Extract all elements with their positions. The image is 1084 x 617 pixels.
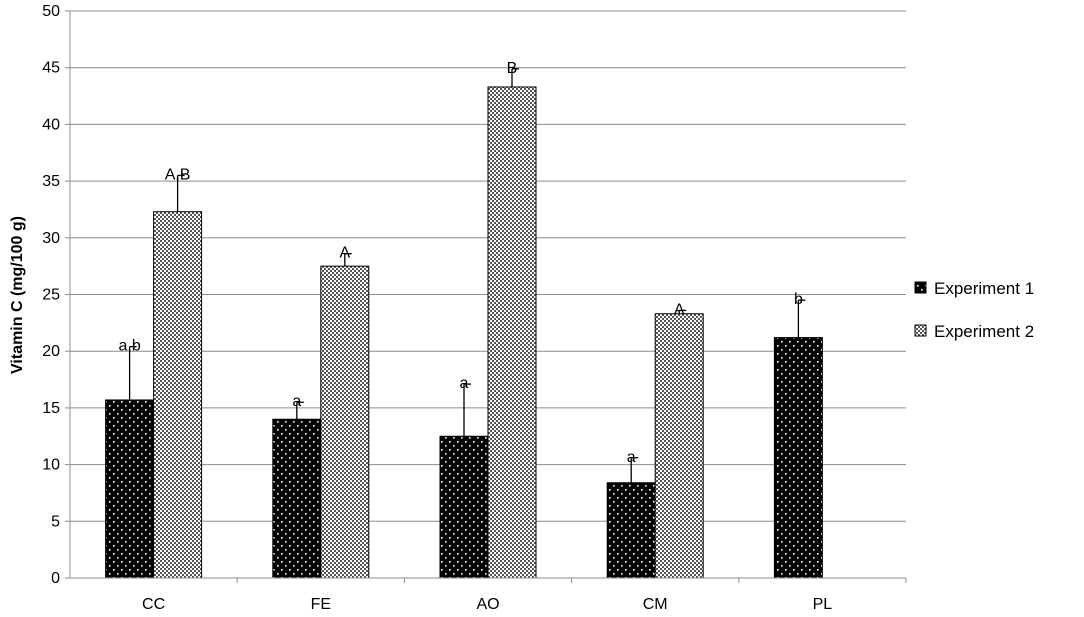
significance-label-ao-experiment-1: a [460,375,469,392]
y-tick-label-45: 45 [42,60,60,77]
significance-label-cc-experiment-2: A,B [165,166,191,183]
x-tick-label-ao: AO [476,596,499,613]
x-tick-label-fe: FE [311,596,331,613]
y-tick-label-15: 15 [42,400,60,417]
significance-label-fe-experiment-2: A [339,245,350,262]
significance-label-cm-experiment-2: A [674,301,685,318]
legend: Experiment 1 Experiment 2 [914,279,1034,341]
y-tick-label-35: 35 [42,173,60,190]
y-axis-title: Vitamin C (mg/100 g) [9,216,26,374]
significance-label-pl-experiment-1: b [794,291,803,308]
x-tick-label-pl: PL [813,596,833,613]
significance-label-ao-experiment-2: B [507,60,518,77]
y-tick-label-50: 50 [42,3,60,20]
y-tick-label-30: 30 [42,230,60,247]
y-tick-label-25: 25 [42,287,60,304]
y-tick-label-20: 20 [42,343,60,360]
legend-swatch-experiment-2 [914,324,927,337]
x-tick-label-cm: CM [643,596,668,613]
bar-cc-experiment-2 [153,211,203,579]
bar-ao-experiment-1 [439,435,489,579]
bar-pl-experiment-1 [773,337,823,579]
y-tick-label-10: 10 [42,457,60,474]
significance-label-cm-experiment-1: a [627,449,636,466]
significance-label-fe-experiment-1: a [292,393,301,410]
y-tick-label-0: 0 [51,570,60,587]
y-tick-label-40: 40 [42,116,60,133]
x-tick-label-cc: CC [142,596,165,613]
legend-label-experiment-1: Experiment 1 [934,279,1034,298]
bar-fe-experiment-2 [320,265,370,579]
legend-label-experiment-2: Experiment 2 [934,322,1034,341]
y-tick-label-5: 5 [51,513,60,530]
significance-label-cc-experiment-1: a,b [118,338,140,355]
bar-ao-experiment-2 [487,86,537,579]
legend-swatch-experiment-1 [914,281,927,294]
bar-cm-experiment-2 [654,313,704,579]
bar-cm-experiment-1 [606,482,656,579]
bar-cc-experiment-1 [105,399,155,579]
bar-fe-experiment-1 [272,418,322,579]
